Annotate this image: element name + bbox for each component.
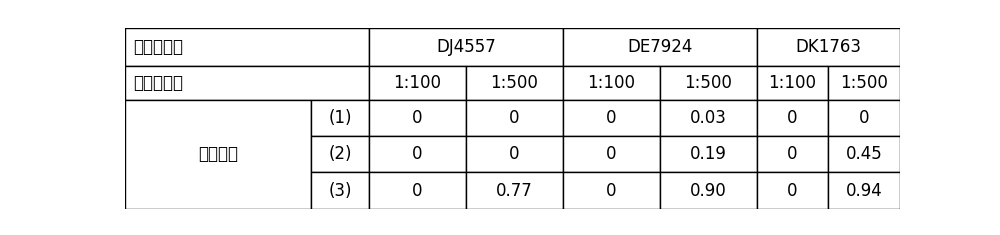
Bar bbox=[466, 136, 563, 172]
Bar bbox=[311, 136, 369, 172]
Text: 1:500: 1:500 bbox=[684, 74, 732, 92]
Bar bbox=[563, 66, 660, 100]
Bar bbox=[828, 100, 900, 136]
Bar bbox=[311, 172, 369, 209]
Bar bbox=[660, 100, 757, 136]
Bar bbox=[660, 66, 757, 100]
Bar bbox=[757, 100, 828, 136]
Text: 0: 0 bbox=[787, 145, 798, 163]
Text: 过滤速度: 过滤速度 bbox=[198, 145, 238, 163]
Text: (2): (2) bbox=[328, 145, 352, 163]
Text: 0: 0 bbox=[412, 109, 423, 127]
Text: 0: 0 bbox=[606, 182, 617, 200]
Bar bbox=[563, 136, 660, 172]
Bar bbox=[563, 100, 660, 136]
Text: 0.77: 0.77 bbox=[496, 182, 533, 200]
Bar bbox=[125, 66, 369, 100]
Bar bbox=[757, 66, 828, 100]
Bar bbox=[563, 28, 757, 66]
Bar bbox=[828, 172, 900, 209]
Text: 1:500: 1:500 bbox=[490, 74, 538, 92]
Bar bbox=[369, 136, 466, 172]
Text: (3): (3) bbox=[328, 182, 352, 200]
Bar bbox=[466, 66, 563, 100]
Text: 1:100: 1:100 bbox=[768, 74, 816, 92]
Text: 0: 0 bbox=[787, 109, 798, 127]
Text: 供试液浓度: 供试液浓度 bbox=[133, 74, 183, 92]
Bar bbox=[828, 66, 900, 100]
Text: 0: 0 bbox=[606, 109, 617, 127]
Text: 0: 0 bbox=[859, 109, 869, 127]
Text: 0.45: 0.45 bbox=[846, 145, 883, 163]
Text: 0: 0 bbox=[412, 145, 423, 163]
Text: 1:100: 1:100 bbox=[587, 74, 635, 92]
Bar bbox=[125, 100, 311, 209]
Text: 0.90: 0.90 bbox=[690, 182, 727, 200]
Text: DK1763: DK1763 bbox=[795, 38, 861, 56]
Bar bbox=[311, 100, 369, 136]
Bar bbox=[563, 172, 660, 209]
Bar bbox=[757, 172, 828, 209]
Text: 1:100: 1:100 bbox=[394, 74, 442, 92]
Text: 0: 0 bbox=[509, 109, 520, 127]
Bar bbox=[466, 100, 563, 136]
Text: 0.03: 0.03 bbox=[690, 109, 727, 127]
Text: 供试品批号: 供试品批号 bbox=[133, 38, 183, 56]
Text: (1): (1) bbox=[328, 109, 352, 127]
Text: 0.19: 0.19 bbox=[690, 145, 727, 163]
Bar bbox=[757, 28, 900, 66]
Bar bbox=[466, 172, 563, 209]
Bar bbox=[660, 172, 757, 209]
Text: DJ4557: DJ4557 bbox=[436, 38, 496, 56]
Text: 0: 0 bbox=[606, 145, 617, 163]
Text: 0: 0 bbox=[412, 182, 423, 200]
Bar bbox=[369, 28, 563, 66]
Bar bbox=[369, 66, 466, 100]
Bar bbox=[757, 136, 828, 172]
Text: 0.94: 0.94 bbox=[846, 182, 883, 200]
Text: 1:500: 1:500 bbox=[840, 74, 888, 92]
Bar bbox=[369, 172, 466, 209]
Text: 0: 0 bbox=[787, 182, 798, 200]
Text: 0: 0 bbox=[509, 145, 520, 163]
Bar bbox=[828, 136, 900, 172]
Text: DE7924: DE7924 bbox=[627, 38, 692, 56]
Bar bbox=[369, 100, 466, 136]
Bar bbox=[125, 28, 369, 66]
Bar bbox=[660, 136, 757, 172]
